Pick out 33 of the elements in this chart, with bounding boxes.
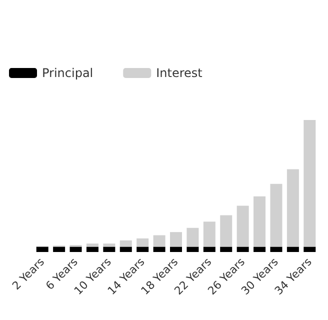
bar bbox=[53, 246, 66, 252]
bar bbox=[304, 246, 316, 252]
bar bbox=[170, 246, 182, 252]
bar bbox=[103, 244, 116, 247]
bar bbox=[254, 196, 266, 247]
bar bbox=[220, 246, 232, 252]
bar bbox=[136, 246, 149, 252]
bar bbox=[120, 240, 132, 247]
bar bbox=[186, 246, 199, 252]
bar bbox=[286, 246, 299, 252]
bar bbox=[236, 206, 249, 247]
bar bbox=[270, 246, 282, 252]
legend-label: Interest bbox=[156, 66, 203, 80]
bar bbox=[304, 120, 316, 247]
bar bbox=[236, 246, 249, 252]
bar bbox=[220, 215, 232, 247]
bar bbox=[286, 169, 299, 247]
bar bbox=[170, 232, 182, 247]
bar bbox=[203, 246, 216, 252]
bar bbox=[254, 246, 266, 252]
bar bbox=[103, 246, 116, 252]
bar bbox=[186, 228, 199, 247]
bar bbox=[270, 184, 282, 247]
bar bbox=[153, 246, 166, 252]
bar bbox=[136, 238, 149, 247]
legend-label: Principal bbox=[42, 66, 94, 80]
bar bbox=[86, 244, 98, 247]
bar bbox=[70, 246, 82, 252]
bar bbox=[153, 235, 166, 247]
bar bbox=[120, 246, 132, 252]
bar bbox=[86, 246, 98, 252]
bar bbox=[203, 222, 216, 247]
bar bbox=[36, 246, 48, 252]
